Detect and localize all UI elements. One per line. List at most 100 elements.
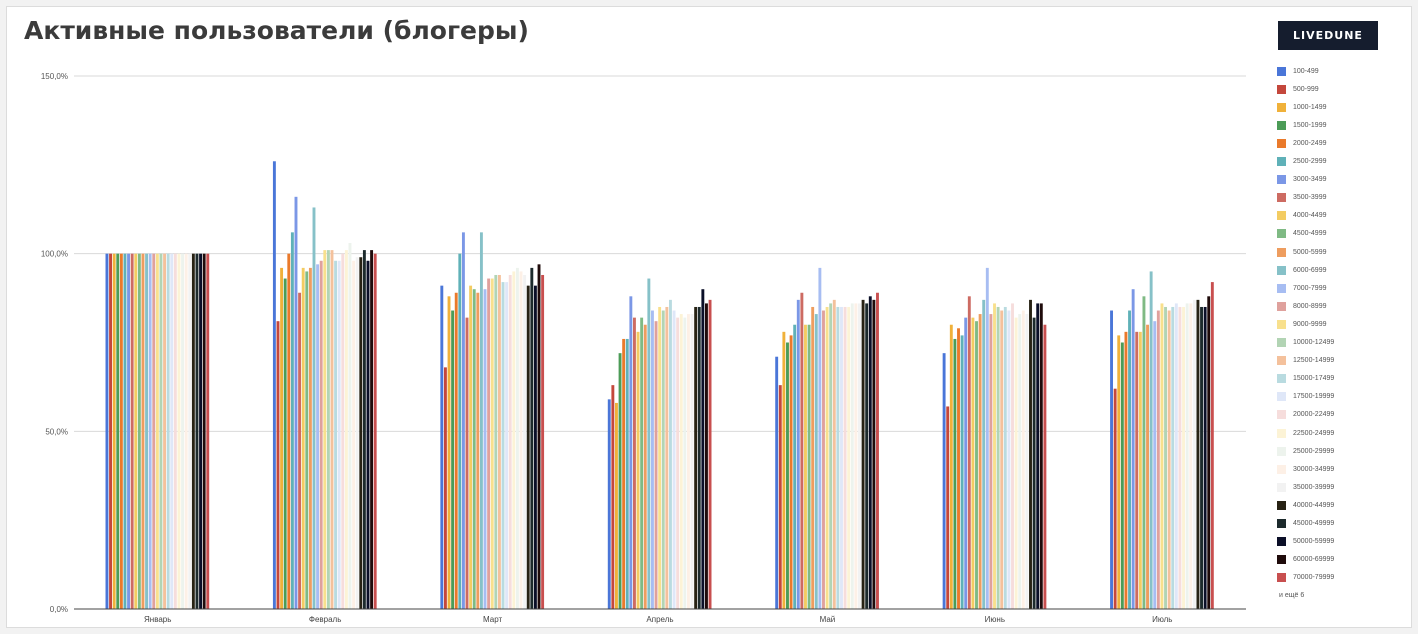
legend-item[interactable]: 3000-3499 [1277,173,1326,187]
legend-swatch [1277,193,1286,203]
bar [1120,342,1124,609]
legend-item[interactable]: 4500-4999 [1277,227,1326,241]
bar [1124,331,1128,609]
bar [1000,310,1004,609]
legend-item[interactable]: 3500-3999 [1277,191,1326,205]
legend-item[interactable]: 1500-1999 [1277,118,1326,132]
legend-item[interactable]: 8000-8999 [1277,299,1326,313]
bar [541,274,545,609]
bar [476,292,480,609]
bar [625,338,629,609]
bar [690,314,694,609]
bar [865,303,869,609]
legend-more-label[interactable]: и ещё 6 [1279,592,1305,599]
bar [1117,335,1121,609]
bar [701,289,705,609]
x-tick-label: Июль [1152,615,1172,624]
legend-item[interactable]: 500-999 [1277,82,1319,96]
legend-item[interactable]: 17500-19999 [1277,390,1334,404]
bar [967,296,971,609]
legend-swatch [1277,102,1286,112]
legend-label: 3000-3499 [1293,176,1327,184]
bar [1128,310,1131,609]
bar [177,253,181,610]
legend-item[interactable]: 60000-69999 [1277,553,1334,567]
bar [847,306,851,609]
bar [130,253,134,610]
bar [778,385,782,609]
bar [512,271,516,609]
bar [181,253,185,610]
legend-item[interactable]: 35000-39999 [1277,480,1334,494]
bar [294,196,298,609]
bar [665,306,669,609]
bar [651,310,654,609]
bar [982,299,986,609]
legend-item[interactable]: 25000-29999 [1277,444,1334,458]
legend-swatch [1277,537,1286,547]
legend-swatch [1277,319,1286,329]
legend-label: 4000-4499 [1293,212,1327,220]
bar [643,324,647,609]
legend-item[interactable]: 7000-7999 [1277,281,1326,295]
bar [676,317,680,609]
bar [479,232,483,609]
legend-label: 20000-22499 [1293,411,1335,419]
bar [323,250,327,610]
legend-label: 15000-17499 [1293,375,1335,383]
chart-title: Активные пользователи (блогеры) [24,16,529,45]
bar [526,285,530,609]
bar [152,253,156,610]
bar [359,257,363,609]
legend-item[interactable]: 1000-1499 [1277,100,1326,114]
legend-swatch [1277,138,1286,148]
legend-item[interactable]: 15000-17499 [1277,372,1334,386]
legend-label: 10000-12499 [1293,339,1335,346]
legend-item[interactable]: 50000-59999 [1277,535,1334,549]
bar [1174,303,1178,609]
bar [1113,388,1117,609]
bar [454,292,458,609]
bar [814,314,818,609]
bar [301,267,305,609]
bar [1039,303,1043,609]
legend-item[interactable]: 70000-79999 [1277,571,1334,585]
bar [836,306,840,609]
bar [465,317,469,609]
legend-swatch [1277,573,1286,583]
bar [188,253,192,610]
legend-label: 1500-1999 [1293,121,1327,129]
legend-item[interactable]: 30000-34999 [1277,462,1334,476]
legend-item[interactable]: 100-499 [1277,64,1319,78]
legend-item[interactable]: 5000-5999 [1277,245,1326,259]
legend-item[interactable]: 40000-44999 [1277,498,1334,512]
bar [793,324,797,609]
legend-item[interactable]: 12500-14999 [1277,354,1334,368]
legend-item[interactable]: 10000-12499 [1277,336,1334,350]
bar [316,264,320,609]
legend-item[interactable]: 6000-6999 [1277,263,1326,277]
legend-item[interactable]: 45000-49999 [1277,517,1334,531]
bar [1189,303,1193,609]
bar [679,314,683,609]
legend-item[interactable]: 20000-22499 [1277,408,1334,422]
bar [840,306,843,609]
bar [458,253,462,610]
legend-item[interactable]: 9000-9999 [1277,317,1326,331]
legend-item[interactable]: 2500-2999 [1277,155,1326,169]
bar [206,253,210,610]
bar [148,253,152,610]
legend-swatch [1277,392,1286,402]
bar [127,253,131,610]
legend-item[interactable]: 2000-2499 [1277,136,1326,150]
bar [669,299,672,609]
legend-item[interactable]: 4000-4499 [1277,209,1326,223]
bar [1029,299,1032,609]
legend-swatch [1277,265,1286,275]
bar [868,296,872,609]
bar [861,299,865,609]
bar [1018,314,1022,609]
bar [960,335,964,609]
legend-item[interactable]: 22500-24999 [1277,426,1334,440]
bar [447,296,451,609]
